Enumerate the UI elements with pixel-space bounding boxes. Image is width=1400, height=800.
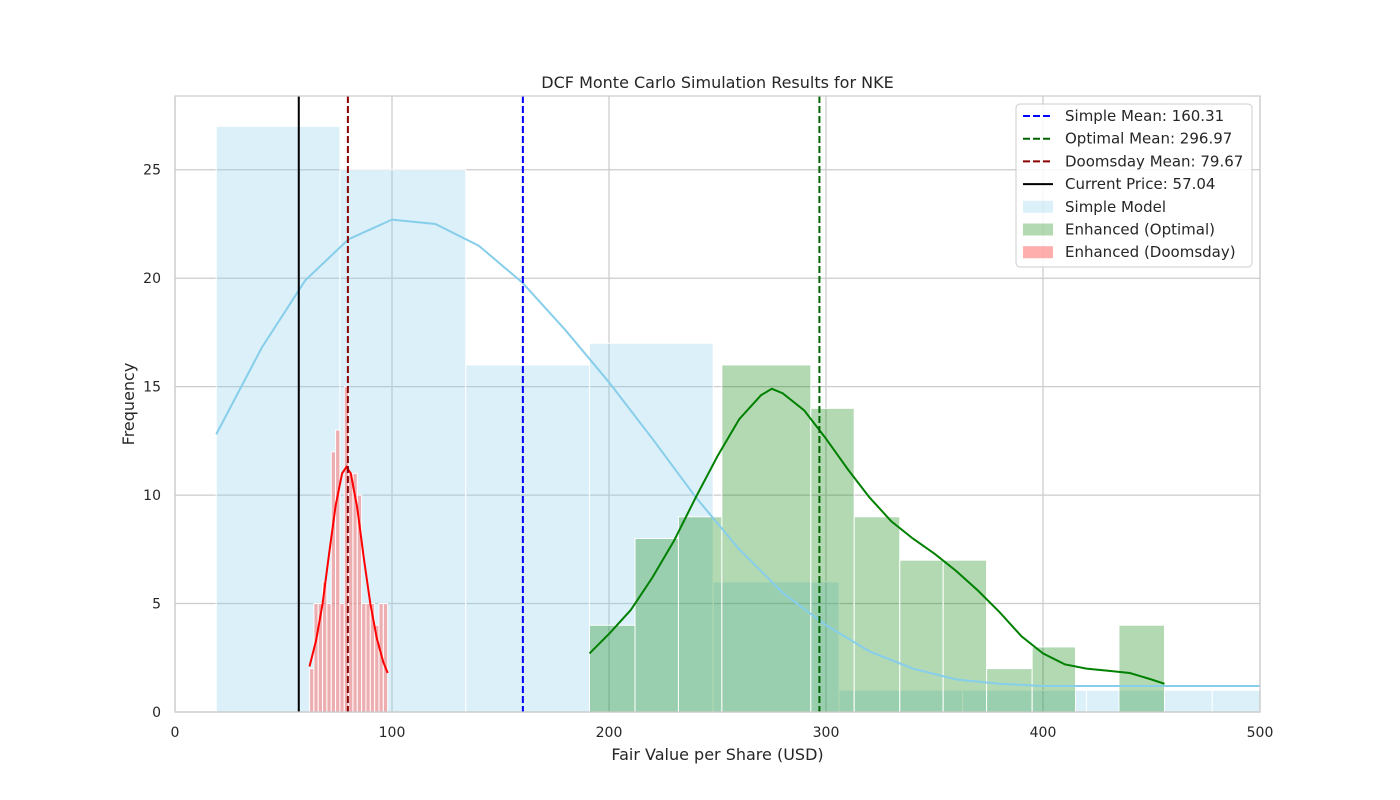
- legend-label: Doomsday Mean: 79.67: [1065, 152, 1243, 170]
- optimal-bar: [942, 559, 988, 713]
- legend-label: Enhanced (Optimal): [1065, 221, 1215, 239]
- legend-swatch: [1023, 246, 1053, 259]
- plot-frame: [174, 95, 1261, 713]
- x-tick-label: 500: [1247, 725, 1274, 741]
- y-tick-label: 20: [143, 271, 161, 287]
- optimal-bar: [721, 364, 812, 713]
- doomsday-bar: [361, 603, 367, 713]
- doomsday-bar: [313, 603, 319, 713]
- simple-model-kde: [215, 218, 1260, 687]
- optimal-bar: [1031, 646, 1077, 713]
- x-axis-label: Fair Value per Share (USD): [611, 745, 823, 764]
- legend-swatch: [1023, 200, 1053, 213]
- y-axis-ticks: 0 5 10 15 20 25: [143, 163, 161, 721]
- legend-box: [1015, 103, 1253, 268]
- doomsday-bar: [382, 603, 389, 713]
- doomsday-bar: [365, 603, 371, 713]
- doomsday-bar: [309, 668, 315, 713]
- chart-title: DCF Monte Carlo Simulation Results for N…: [541, 73, 893, 92]
- legend-label: Optimal Mean: 296.97: [1065, 130, 1232, 148]
- doomsday-bar: [348, 472, 354, 713]
- simple-model-bar: [588, 342, 714, 713]
- x-tick-label: 400: [1030, 725, 1057, 741]
- optimal-kde: [588, 387, 1165, 685]
- legend-label: Simple Mean: 160.31: [1065, 107, 1224, 125]
- legend: Simple Mean: 160.31 Optimal Mean: 296.97 D…: [1015, 103, 1253, 268]
- simple-model-bar: [1211, 689, 1261, 713]
- doomsday-bar: [330, 451, 337, 713]
- y-tick-label: 10: [143, 488, 161, 504]
- y-tick-label: 5: [152, 597, 161, 613]
- simple-model-bar: [465, 364, 590, 713]
- legend-label: Current Price: 57.04: [1065, 175, 1215, 193]
- x-tick-label: 200: [596, 725, 623, 741]
- optimal-bar: [634, 537, 679, 713]
- doomsday-bar: [326, 603, 332, 713]
- optimal-bar: [810, 407, 855, 713]
- optimal-bar: [986, 668, 1033, 713]
- legend-label: Enhanced (Doomsday): [1065, 243, 1236, 261]
- x-tick-label: 0: [171, 725, 180, 741]
- x-tick-label: 100: [379, 725, 406, 741]
- optimal-bar: [677, 516, 723, 713]
- x-tick-label: 300: [813, 725, 840, 741]
- legend-swatch: [1023, 223, 1053, 236]
- x-axis-ticks: 0 100 200 300 400 500: [171, 725, 1274, 741]
- doomsday-bar: [339, 603, 345, 713]
- y-axis-label: Frequency: [119, 363, 138, 446]
- reference-lines: [297, 96, 821, 712]
- optimal-bar: [588, 624, 636, 713]
- doomsday-bar: [335, 429, 341, 713]
- y-tick-label: 25: [143, 163, 161, 179]
- simple-model-bar: [712, 581, 840, 713]
- y-tick-label: 0: [152, 705, 161, 721]
- optimal-bar: [853, 516, 901, 713]
- legend-label: Simple Model: [1065, 198, 1166, 216]
- y-tick-label: 15: [143, 380, 161, 396]
- optimal-bar: [1118, 624, 1166, 713]
- optimal-bar: [899, 559, 944, 713]
